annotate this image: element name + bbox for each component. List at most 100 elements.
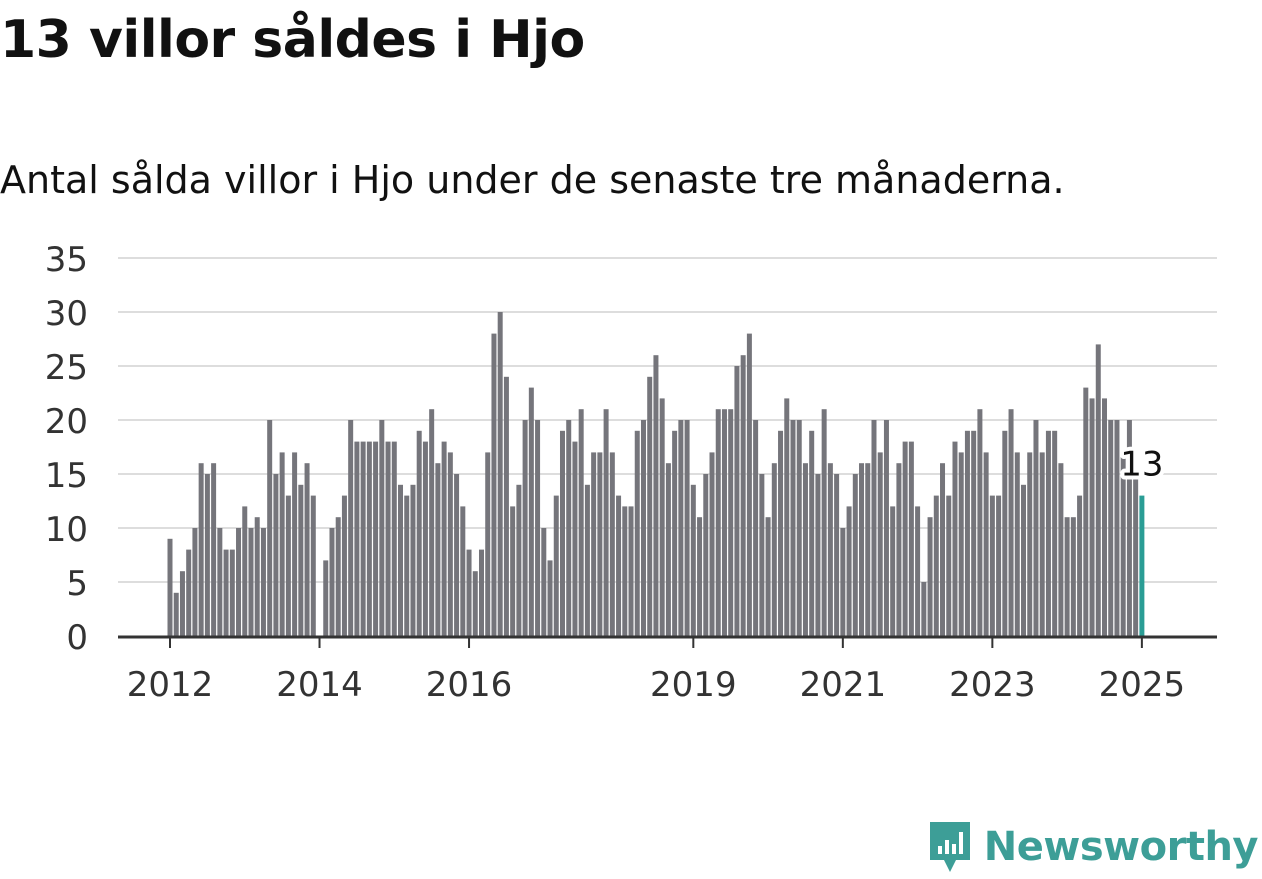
bar <box>734 366 740 636</box>
bar <box>429 409 435 636</box>
bar <box>217 528 223 636</box>
bar <box>697 517 703 636</box>
bar <box>1077 495 1083 636</box>
bar <box>298 484 304 636</box>
bar <box>640 420 646 636</box>
bar <box>647 376 653 636</box>
bar <box>871 420 877 636</box>
bar <box>1008 409 1014 636</box>
y-tick-label: 10 <box>45 510 88 550</box>
bar <box>1045 430 1051 636</box>
bar <box>242 506 248 636</box>
bar <box>1021 484 1027 636</box>
bar <box>971 430 977 636</box>
x-tick-label: 2019 <box>650 665 737 705</box>
bar <box>1120 452 1126 636</box>
bar <box>952 441 958 636</box>
bar <box>821 409 827 636</box>
chart-subtitle: Antal sålda villor i Hjo under de senast… <box>0 158 1065 202</box>
bar <box>528 387 534 636</box>
bar <box>1058 463 1064 636</box>
bar <box>622 506 628 636</box>
bar <box>834 474 840 636</box>
bar <box>865 463 871 636</box>
bar <box>1027 452 1033 636</box>
bar <box>740 355 746 636</box>
bar <box>628 506 634 636</box>
bar <box>964 430 970 636</box>
bar <box>198 463 204 636</box>
bar <box>447 452 453 636</box>
bar <box>410 484 416 636</box>
bar <box>1126 420 1132 636</box>
bar <box>940 463 946 636</box>
bar <box>236 528 242 636</box>
bar <box>310 495 316 636</box>
y-tick-label: 0 <box>66 618 88 658</box>
bar <box>1064 517 1070 636</box>
bar <box>1002 430 1008 636</box>
bar <box>578 409 584 636</box>
x-tick-label: 2012 <box>127 665 214 705</box>
bar <box>1033 420 1039 636</box>
bar <box>634 430 640 636</box>
bar <box>472 571 478 636</box>
bar <box>603 409 609 636</box>
bar <box>765 517 771 636</box>
bar <box>379 420 385 636</box>
bar <box>1095 344 1101 636</box>
bar <box>422 441 428 636</box>
bar <box>273 474 279 636</box>
bar <box>229 549 235 636</box>
highlight-bar <box>1139 495 1145 636</box>
bar <box>167 538 173 636</box>
bar <box>292 452 298 636</box>
y-tick-label: 35 <box>45 240 88 280</box>
bar <box>721 409 727 636</box>
bar <box>279 452 285 636</box>
bar <box>547 560 553 636</box>
bar <box>877 452 883 636</box>
bar <box>753 420 759 636</box>
bar <box>616 495 622 636</box>
bar <box>946 495 952 636</box>
bar <box>204 474 210 636</box>
bar <box>373 441 379 636</box>
bar <box>491 333 497 636</box>
bar <box>186 549 192 636</box>
bar <box>846 506 852 636</box>
bar <box>1114 420 1120 636</box>
bar <box>329 528 335 636</box>
bar <box>248 528 254 636</box>
bar <box>790 420 796 636</box>
brand-logo: Newsworthy <box>926 818 1259 876</box>
bar <box>510 506 516 636</box>
bar <box>827 463 833 636</box>
y-tick-label: 30 <box>45 294 88 334</box>
bar <box>173 592 179 636</box>
bar <box>497 312 503 636</box>
bar <box>572 441 578 636</box>
bar <box>933 495 939 636</box>
bar <box>908 441 914 636</box>
bar <box>715 409 721 636</box>
bar <box>1039 452 1045 636</box>
bar <box>609 452 615 636</box>
bar <box>921 582 927 636</box>
bar <box>709 452 715 636</box>
bar <box>665 463 671 636</box>
bar <box>597 452 603 636</box>
bar <box>267 420 273 636</box>
bar <box>703 474 709 636</box>
bar <box>360 441 366 636</box>
bar <box>1052 430 1058 636</box>
bar <box>784 398 790 636</box>
bar <box>179 571 185 636</box>
bar <box>348 420 354 636</box>
bar <box>559 430 565 636</box>
bar <box>802 463 808 636</box>
bar <box>915 506 921 636</box>
bar <box>211 463 217 636</box>
bar <box>591 452 597 636</box>
